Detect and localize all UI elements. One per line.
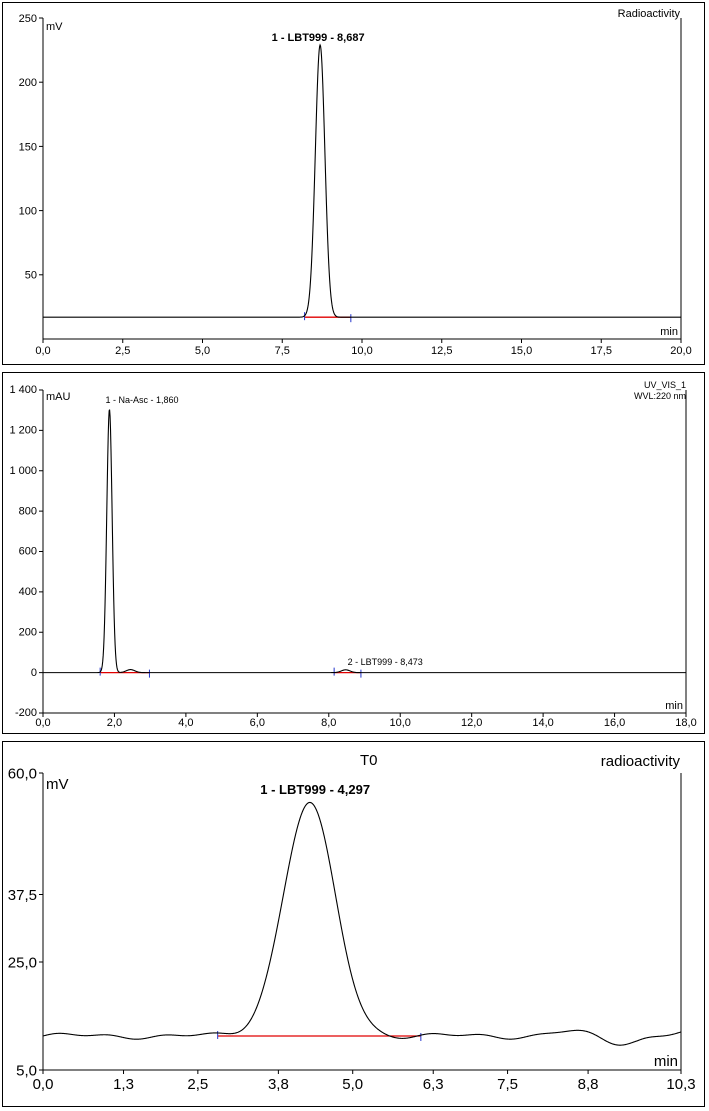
peak-label: 1 - LBT999 - 8,687 [272,32,365,44]
detector-channel: UV_VIS_1 [643,380,686,390]
x-tick-label: 5,0 [195,345,210,357]
x-tick-label: 6,0 [250,717,265,729]
x-tick-label: 8,8 [578,1076,599,1093]
x-tick-label: 5,0 [342,1076,363,1093]
uv-chromatogram: 0,0 2,0 4,0 6,0 8,0 10,0 12,0 14,0 16,0 18,0 -200 0… [9,384,696,729]
x-axis-unit: min [665,700,683,712]
y-tick-label: 200 [19,77,37,89]
x-tick-label: 0,0 [33,1076,54,1093]
y-tick-label: 60,0 [8,765,37,782]
x-tick-label: 18,0 [675,717,696,729]
uv-chromatogram-panel: 0,0 2,0 4,0 6,0 8,0 10,0 12,0 14,0 16,0 18,0 -200 0… [2,372,705,734]
chromatogram-trace [43,409,686,674]
x-tick-label: 2,5 [187,1076,208,1093]
chromatogram-trace [43,43,681,318]
y-tick-label: 600 [19,546,37,558]
y-axis-unit: mV [46,776,69,793]
y-axis-unit: mAU [46,391,71,403]
x-tick-label: 16,0 [604,717,625,729]
x-tick-label: 15,0 [511,345,532,357]
y-tick-label: 1 400 [9,384,37,396]
y-tick-label: 0 [31,667,37,679]
x-tick-label: 6,3 [423,1076,444,1093]
y-axis-unit: mV [46,21,63,33]
y-tick-label: -200 [15,707,37,719]
chromatogram-trace [42,801,682,1046]
x-tick-label: 2,5 [115,345,130,357]
x-tick-label: 14,0 [532,717,553,729]
x-tick-label: 7,5 [275,345,290,357]
y-tick-label: 50 [25,270,37,282]
peak-label: 2 - LBT999 - 8,473 [348,657,423,667]
radioactivity-chromatogram: 0,0 2,5 5,0 7,5 10,0 12,5 15,0 17,5 20,0 50 100 150… [19,13,692,357]
x-axis-unit: min [654,1053,678,1070]
y-tick-label: 250 [19,13,37,25]
y-tick-label: 1 000 [9,465,37,477]
detector-label: radioactivity [600,753,680,770]
x-tick-label: 3,8 [268,1076,289,1093]
peak-label: 1 - Na-Asc - 1,860 [105,395,178,405]
x-tick-label: 12,0 [461,717,482,729]
t0-radioactivity-chromatogram-panel: 0,0 1,3 2,5 3,8 5,0 6,3 7,5 8,8 10,3 5,0 25,0 37,5 6… [2,741,705,1107]
x-tick-label: 0,0 [35,717,50,729]
x-tick-label: 8,0 [321,717,336,729]
detector-label: UV_VIS_1 WVL:220 nm [634,380,686,402]
y-tick-label: 100 [19,205,37,217]
t0-radioactivity-chromatogram: 0,0 1,3 2,5 3,8 5,0 6,3 7,5 8,8 10,3 5,0 25,0 37,5 6… [8,765,696,1093]
x-tick-label: 10,0 [390,717,411,729]
y-tick-label: 1 200 [9,425,37,437]
detector-wavelength: WVL:220 nm [633,391,686,401]
x-tick-label: 4,0 [178,717,193,729]
x-tick-label: 1,3 [113,1076,134,1093]
x-tick-label: 10,0 [351,345,372,357]
radioactivity-chromatogram-panel: 0,0 2,5 5,0 7,5 10,0 12,5 15,0 17,5 20,0 50 100 150… [2,2,705,365]
peak-label: 1 - LBT999 - 4,297 [260,782,370,797]
x-axis-unit: min [660,326,678,338]
y-tick-label: 25,0 [8,954,37,971]
y-tick-label: 5,0 [16,1062,37,1079]
x-tick-label: 20,0 [670,345,691,357]
y-tick-label: 800 [19,505,37,517]
y-tick-label: 37,5 [8,887,37,904]
x-tick-label: 0,0 [35,345,50,357]
y-tick-label: 150 [19,141,37,153]
x-tick-label: 17,5 [591,345,612,357]
x-tick-label: 10,3 [666,1076,695,1093]
x-tick-label: 12,5 [431,345,452,357]
y-tick-label: 400 [19,586,37,598]
x-tick-label: 7,5 [497,1076,518,1093]
y-tick-label: 200 [19,626,37,638]
chart-title: T0 [360,752,378,769]
x-tick-label: 2,0 [107,717,122,729]
detector-label: Radioactivity [617,8,680,20]
